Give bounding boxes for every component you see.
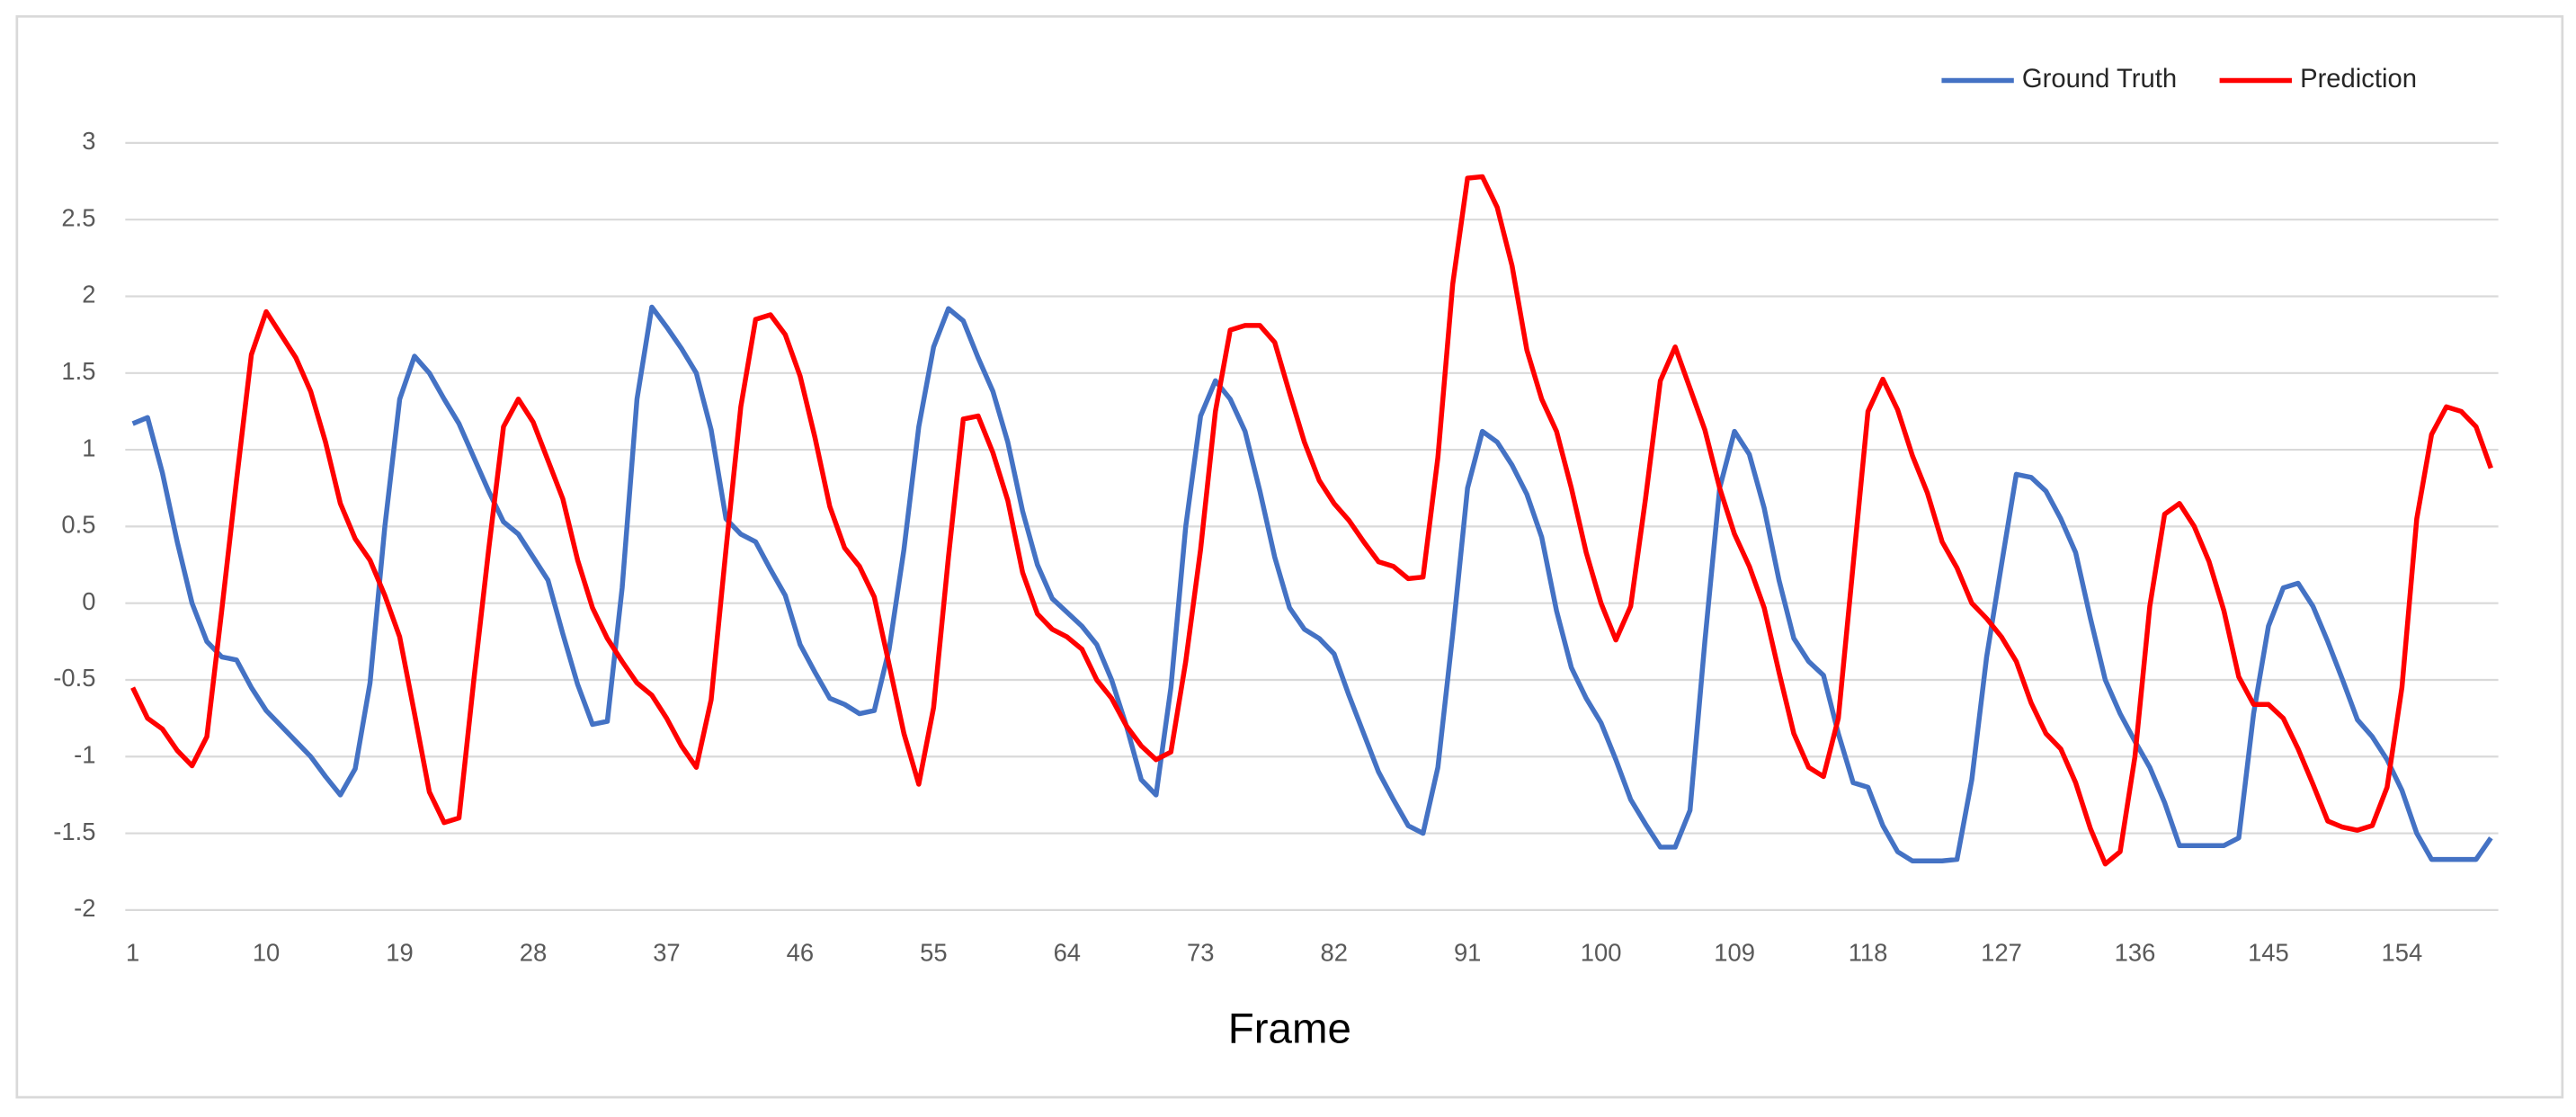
y-tick-label: 0.5 <box>61 511 95 539</box>
y-tick-label: -1 <box>74 741 95 769</box>
y-tick-label: 1.5 <box>61 357 95 385</box>
x-tick-label: 100 <box>1581 938 1622 966</box>
x-axis-title: Frame <box>1228 1005 1351 1053</box>
x-tick-label: 136 <box>2115 938 2156 966</box>
x-tick-label: 109 <box>1714 938 1755 966</box>
y-tick-label: 2 <box>82 281 95 308</box>
data-line <box>130 174 2493 867</box>
x-tick-label: 145 <box>2248 938 2289 966</box>
x-tick-label: 55 <box>920 938 947 966</box>
x-tick-label: 46 <box>787 938 814 966</box>
x-tick-label: 1 <box>126 938 139 966</box>
x-tick-label: 73 <box>1187 938 1214 966</box>
y-tick-label: 3 <box>82 127 95 155</box>
y-tick-label: -2 <box>74 894 95 922</box>
x-tick-label: 127 <box>1981 938 2022 966</box>
y-tick-label: 1 <box>82 433 95 461</box>
x-tick-label: 154 <box>2382 938 2423 966</box>
y-tick-label: -0.5 <box>53 664 95 692</box>
x-tick-label: 28 <box>520 938 547 966</box>
data-line <box>131 304 2493 864</box>
x-tick-label: 91 <box>1454 938 1481 966</box>
y-tick-label: 0 <box>82 587 95 615</box>
x-tick-label: 64 <box>1054 938 1081 966</box>
y-tick-label: 2.5 <box>61 203 95 231</box>
x-tick-label: 82 <box>1321 938 1348 966</box>
legend-label: Prediction <box>2300 65 2417 94</box>
legend-label: Ground Truth <box>2022 65 2177 94</box>
x-tick-label: 37 <box>653 938 680 966</box>
x-tick-label: 19 <box>386 938 413 966</box>
chart-border <box>15 14 2564 1099</box>
y-tick-label: -1.5 <box>53 818 95 845</box>
x-tick-label: 10 <box>253 938 280 966</box>
x-tick-label: 118 <box>1849 938 1888 966</box>
